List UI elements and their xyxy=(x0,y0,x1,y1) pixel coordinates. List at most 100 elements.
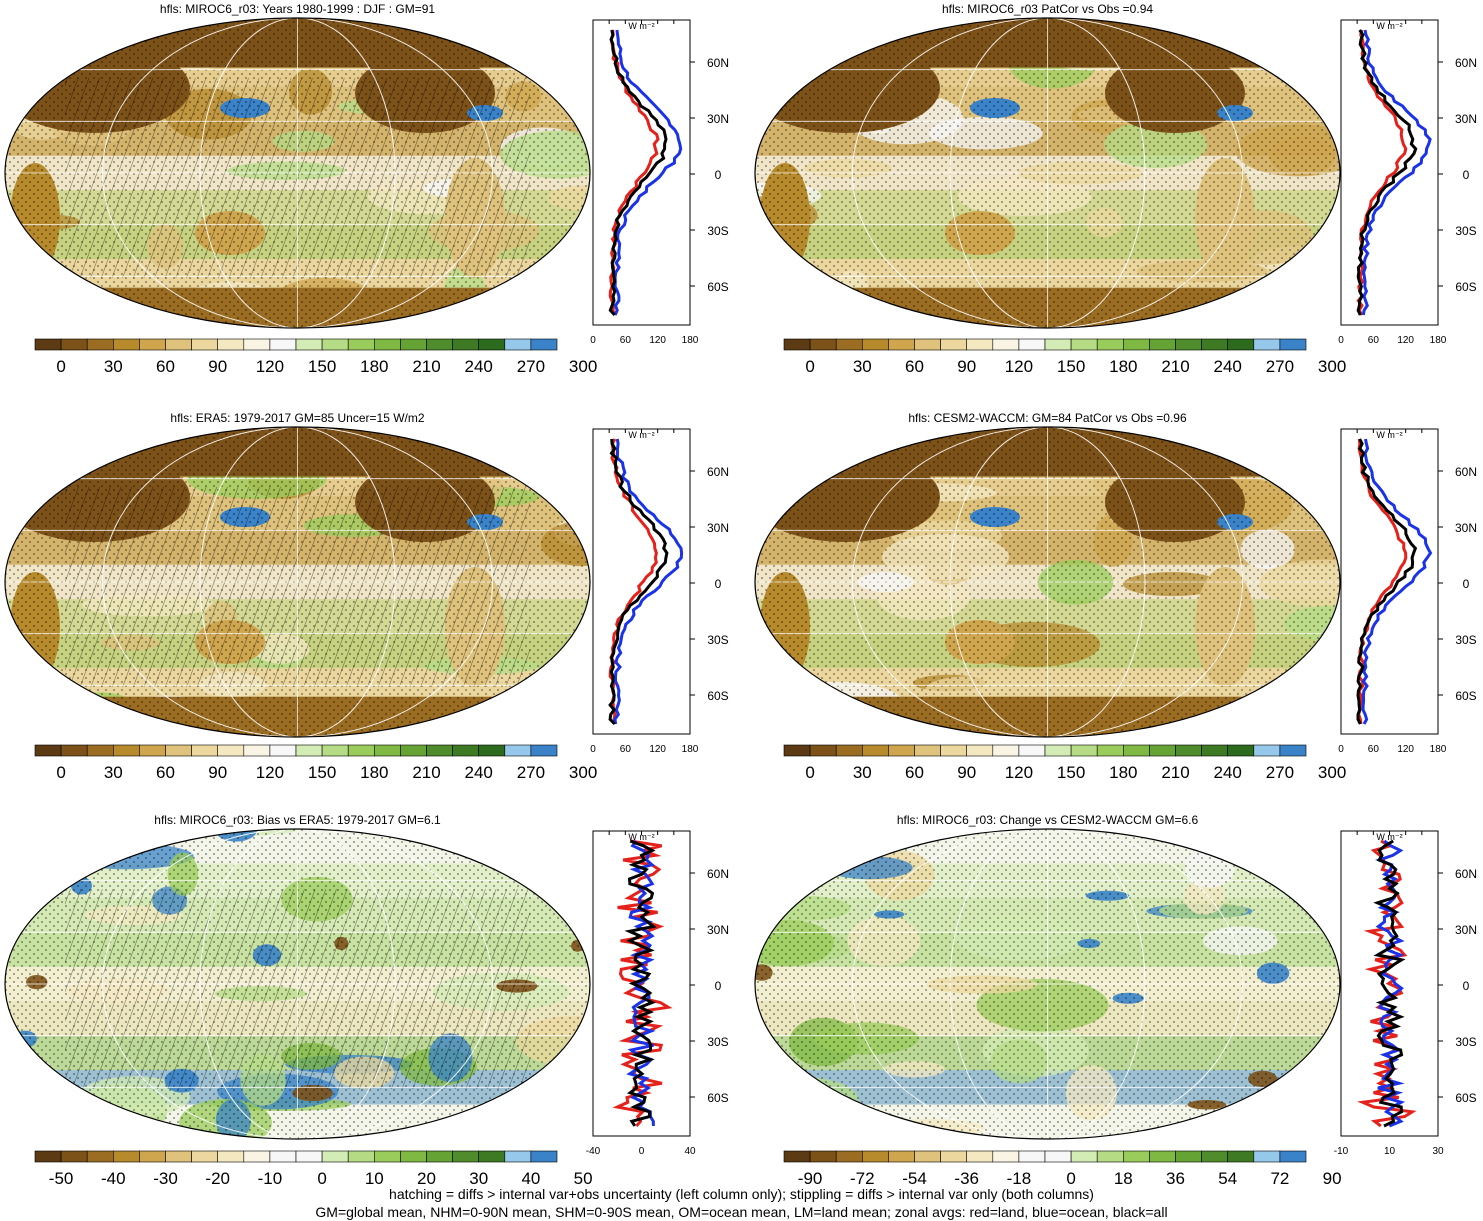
colorbar-swatch xyxy=(809,744,837,757)
zonal-unit-label: W m⁻² xyxy=(628,21,654,31)
zonal-lat-label: 0 xyxy=(1463,979,1470,993)
colorbar-swatch xyxy=(1253,338,1281,351)
zonal-lat-label: 0 xyxy=(715,577,722,591)
colorbar-label: 180 xyxy=(360,357,388,376)
colorbar-swatch xyxy=(992,1150,1020,1163)
colorbar: 0 30 60 90 120 150 180 210 240 270 300 xyxy=(34,338,597,376)
colorbar-swatch xyxy=(835,1150,863,1163)
colorbar-swatch xyxy=(1201,338,1228,351)
colorbar-swatch xyxy=(1070,744,1098,757)
zonal-x-tick-label: 60 xyxy=(1368,744,1380,755)
colorbar-label: 30 xyxy=(853,763,872,782)
colorbar-swatch xyxy=(191,338,219,351)
zonal-lat-label: 60S xyxy=(707,280,728,294)
map-outline xyxy=(754,17,1341,329)
map-outline xyxy=(4,828,591,1140)
colorbar-swatch xyxy=(269,338,297,351)
zonal-lat-label: 30S xyxy=(707,633,728,647)
panel-title: hfls: MIROC6_r03: Years 1980-1999 : DJF … xyxy=(160,2,435,16)
colorbar-swatch xyxy=(888,744,915,757)
colorbar-label: 180 xyxy=(1109,763,1137,782)
colorbar-swatch xyxy=(217,1150,245,1163)
colorbar-swatch xyxy=(400,338,427,351)
colorbar-label: 0 xyxy=(805,763,814,782)
zonal-x-tick-label: 60 xyxy=(620,744,632,755)
colorbar-swatch xyxy=(295,1150,323,1163)
colorbar-swatch xyxy=(243,1150,271,1163)
colorbar-swatch xyxy=(243,744,271,757)
colorbar-swatch xyxy=(269,1150,297,1163)
colorbar-swatch xyxy=(373,744,401,757)
colorbar-label: 50 xyxy=(574,1169,593,1188)
colorbar-swatch xyxy=(504,1150,532,1163)
colorbar-swatch xyxy=(243,338,271,351)
colorbar-swatch xyxy=(60,744,88,757)
colorbar-label: 270 xyxy=(517,763,545,782)
colorbar-swatch xyxy=(1227,744,1255,757)
zonal-unit-label: W m⁻² xyxy=(628,832,654,842)
colorbar-swatch xyxy=(530,744,558,757)
colorbar-swatch xyxy=(347,338,375,351)
zonal-lat-label: 30S xyxy=(1455,633,1476,647)
zonal-x-tick-label: 180 xyxy=(682,744,699,755)
colorbar-label: -36 xyxy=(954,1169,979,1188)
colorbar-swatch xyxy=(530,1150,558,1163)
colorbar-label: 90 xyxy=(957,763,976,782)
colorbar-swatch xyxy=(1044,338,1072,351)
colorbar-swatch xyxy=(113,338,140,351)
zonal-lat-label: 60N xyxy=(707,867,729,881)
panel-title: hfls: MIROC6_r03 PatCor vs Obs =0.94 xyxy=(942,2,1153,16)
colorbar-label: 240 xyxy=(1214,763,1242,782)
zonal-x-tick-label: 60 xyxy=(1368,335,1380,346)
colorbar-swatch xyxy=(1096,744,1124,757)
zonal-ocean-line xyxy=(1361,29,1432,316)
colorbar-label: 210 xyxy=(1161,357,1189,376)
colorbar-swatch xyxy=(321,338,349,351)
colorbar-label: -40 xyxy=(101,1169,126,1188)
zonal-x-tick-label: 120 xyxy=(649,335,666,346)
colorbar-label: 60 xyxy=(156,357,175,376)
colorbar-label: 150 xyxy=(308,357,336,376)
colorbar-label: 18 xyxy=(1114,1169,1133,1188)
colorbar-swatch xyxy=(940,1150,967,1163)
colorbar-label: 210 xyxy=(1161,763,1189,782)
panel-4: hfls: CESM2-WACCM: GM=84 PatCor vs Obs =… xyxy=(754,411,1477,782)
colorbar: -90 -72 -54 -36 -18 0 18 36 54 72 90 xyxy=(783,1150,1342,1188)
zonal-lat-label: 60N xyxy=(707,465,729,479)
colorbar-label: 240 xyxy=(465,357,493,376)
colorbar-label: 150 xyxy=(308,763,336,782)
zonal-x-tick-label: -10 xyxy=(1334,1146,1349,1157)
colorbar-swatch xyxy=(191,1150,219,1163)
colorbar-label: 240 xyxy=(465,763,493,782)
colorbar-swatch xyxy=(992,338,1020,351)
colorbar-swatch xyxy=(1227,1150,1255,1163)
zonal-lat-label: 60N xyxy=(1455,867,1477,881)
colorbar-swatch xyxy=(783,338,811,351)
zonal-unit-label: W m⁻² xyxy=(1376,430,1402,440)
colorbar-label: 60 xyxy=(905,763,924,782)
colorbar-swatch xyxy=(1018,1150,1046,1163)
zonal-x-tick-label: 0 xyxy=(1338,744,1344,755)
colorbar-swatch xyxy=(34,744,62,757)
map-field xyxy=(5,427,590,737)
colorbar-label: 0 xyxy=(805,357,814,376)
colorbar-label: -10 xyxy=(258,1169,283,1188)
colorbar-swatch xyxy=(1123,338,1150,351)
panel-6: hfls: MIROC6_r03: Change vs CESM2-WACCM … xyxy=(754,813,1477,1188)
colorbar-label: -20 xyxy=(205,1169,230,1188)
zonal-lat-label: 60S xyxy=(1455,1091,1476,1105)
colorbar-label: 36 xyxy=(1166,1169,1185,1188)
colorbar-swatch xyxy=(426,1150,453,1163)
map-outline xyxy=(4,17,591,329)
zonal-frame xyxy=(1340,19,1439,326)
colorbar-swatch xyxy=(139,338,166,351)
zonal-lat-label: 30N xyxy=(1455,923,1477,937)
zonal-all-line xyxy=(624,839,657,1127)
colorbar-swatch xyxy=(783,744,811,757)
zonal-x-tick-label: 180 xyxy=(682,335,699,346)
colorbar-label: 54 xyxy=(1218,1169,1237,1188)
colorbar-label: 90 xyxy=(957,357,976,376)
colorbar-label: 180 xyxy=(360,763,388,782)
colorbar-label: 90 xyxy=(1323,1169,1342,1188)
colorbar-label: 40 xyxy=(521,1169,540,1188)
